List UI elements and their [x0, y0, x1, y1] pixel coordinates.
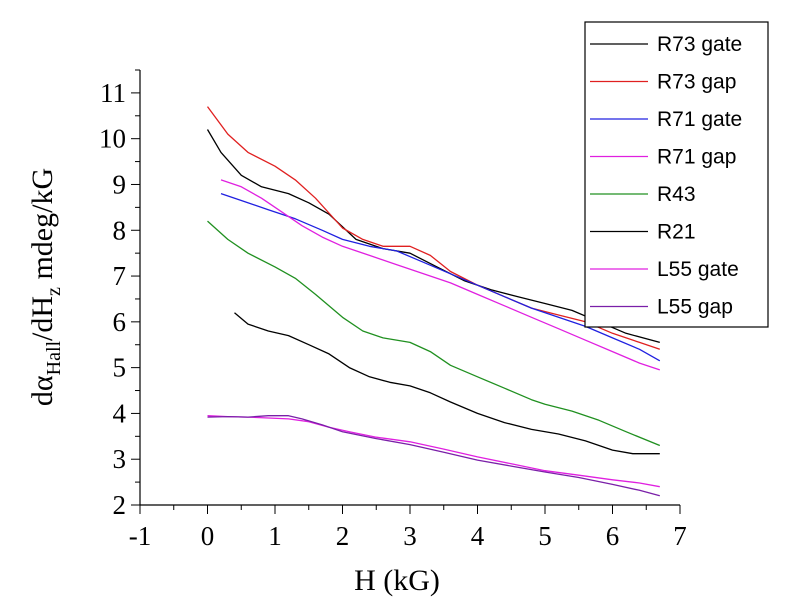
- y-tick-label: 7: [113, 261, 127, 291]
- x-tick-label: 3: [403, 521, 417, 551]
- x-tick-label: 6: [606, 521, 620, 551]
- series-line-r73-gate: [206, 129, 660, 344]
- y-tick-label: 11: [100, 78, 126, 108]
- legend-label: R71 gap: [657, 146, 736, 169]
- legend-label: R73 gap: [657, 71, 736, 94]
- series-line-l55-gate: [207, 415, 660, 488]
- y-axis-title-tail: mdeg/kG: [26, 168, 59, 287]
- legend-label: L55 gap: [657, 296, 733, 319]
- series-line-r21: [234, 312, 660, 455]
- legend-label: R71 gate: [657, 108, 742, 131]
- legend-box: [584, 21, 769, 328]
- y-tick-label: 4: [113, 398, 127, 428]
- x-tick-label: -1: [129, 521, 152, 551]
- series-group: [206, 106, 661, 497]
- x-tick-label: 1: [268, 521, 282, 551]
- x-tick-label: 4: [471, 521, 485, 551]
- x-tick-label: 2: [336, 521, 350, 551]
- y-tick-label: 3: [113, 444, 127, 474]
- legend-label: R73 gate: [657, 33, 742, 56]
- y-axis-title-main: dα: [26, 375, 59, 406]
- series-line-r71-gap: [220, 179, 661, 371]
- series-line-l55-gap: [207, 415, 660, 497]
- axes: -1 0 1 2 3 4 5 6 7 2 3 4 5 6 7 8 9 10 11: [99, 69, 687, 551]
- legend-label: L55 gate: [657, 258, 739, 281]
- y-axis-title-sub2: z: [43, 287, 65, 296]
- y-tick-label: 8: [113, 215, 127, 245]
- legend-label: R43: [657, 183, 696, 206]
- legend-label: R21: [657, 221, 696, 244]
- y-tick-label: 6: [113, 307, 127, 337]
- series-line-r73-gap: [206, 106, 661, 350]
- y-axis-title-sub1: Hall: [43, 341, 65, 376]
- legend: R73 gate R73 gap R71 gate R71 gap R43 R21 L55 …: [584, 21, 769, 328]
- x-axis-title: H (kG): [354, 564, 440, 597]
- y-tick-label: 10: [99, 124, 126, 154]
- y-axis-title: dαHall/dHz mdeg/kG: [26, 168, 65, 406]
- y-tick-label: 9: [113, 169, 127, 199]
- y-axis-title-mid: /dH: [26, 296, 59, 341]
- y-tick-label: 2: [113, 490, 127, 520]
- y-tick-label: 5: [113, 353, 127, 383]
- x-tick-label: 7: [673, 521, 687, 551]
- x-tick-label: 0: [201, 521, 215, 551]
- series-line-r43: [207, 220, 661, 447]
- x-tick-label: 5: [538, 521, 552, 551]
